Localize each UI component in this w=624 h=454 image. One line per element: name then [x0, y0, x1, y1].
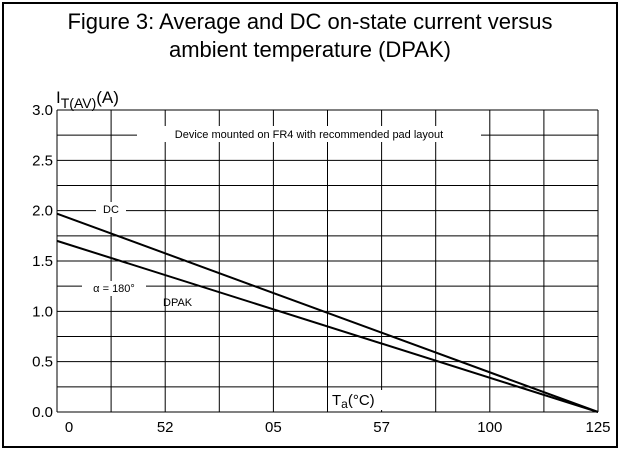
y-tick-label: 1.5: [32, 253, 53, 270]
x-tick-label: 05: [265, 419, 282, 436]
alpha-label-bg: [82, 281, 146, 296]
series-line: [56, 239, 599, 413]
dc-label-bg: [96, 202, 126, 217]
y-tick-label: 0.5: [32, 354, 53, 371]
x-tick-label: 125: [585, 419, 610, 436]
series-line: [56, 212, 599, 413]
mount-note-label-bg: [137, 126, 481, 142]
figure-frame: [2, 2, 618, 448]
mount-note-label: Device mounted on FR4 with recommended p…: [175, 129, 443, 141]
x-tick-label: 57: [373, 419, 390, 436]
alpha-label: α = 180°: [93, 283, 135, 295]
x-axis-label-bg: [330, 390, 392, 410]
y-tick-label: 0.0: [32, 404, 53, 421]
x-tick-label: 0: [65, 419, 73, 436]
figure-title-line-1: Figure 3: Average and DC on-state curren…: [67, 9, 553, 34]
y-tick-label: 2.5: [32, 152, 53, 169]
dc-label: DC: [103, 204, 119, 216]
x-tick-label: 100: [477, 419, 502, 436]
y-tick-label: 1.0: [32, 303, 53, 320]
y-axis-label: IT(AV)(A): [56, 88, 119, 111]
y-tick-label: 3.0: [32, 102, 53, 119]
x-axis-label: Ta(°C): [332, 392, 375, 411]
x-tick-label: 52: [157, 419, 174, 436]
y-tick-label: 2.0: [32, 203, 53, 220]
package-label: DPAK: [163, 297, 193, 309]
figure-title: Figure 3: Average and DC on-state curren…: [0, 8, 620, 64]
figure-title-line-2: ambient temperature (DPAK): [168, 37, 452, 62]
